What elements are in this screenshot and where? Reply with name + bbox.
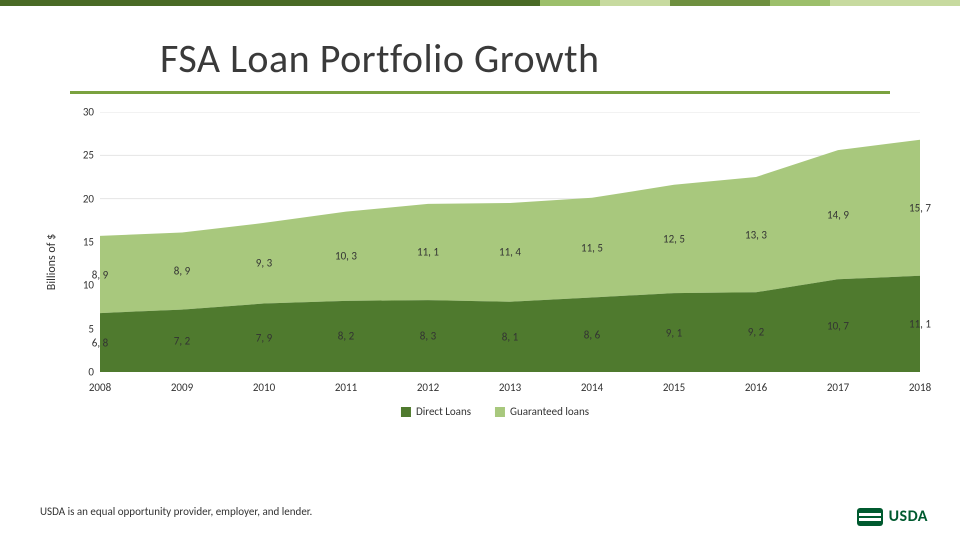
legend-swatch xyxy=(495,407,505,417)
legend-swatch xyxy=(401,407,411,417)
x-tick-label: 2018 xyxy=(909,381,931,394)
y-axis-label: Billions of $ xyxy=(45,234,59,290)
x-tick-label: 2014 xyxy=(581,381,603,394)
data-label-direct: 8, 2 xyxy=(338,330,354,343)
usda-logo: USDA xyxy=(857,507,928,526)
y-tick-label: 30 xyxy=(70,106,94,119)
legend-label: Direct Loans xyxy=(416,405,471,418)
data-label-guaranteed: 8, 9 xyxy=(92,268,108,281)
data-label-direct: 9, 1 xyxy=(666,326,682,339)
legend-item: Guaranteed loans xyxy=(495,405,589,418)
footer-disclaimer: USDA is an equal opportunity provider, e… xyxy=(40,505,312,518)
data-label-guaranteed: 8, 9 xyxy=(174,265,190,278)
data-label-guaranteed: 11, 1 xyxy=(417,245,439,258)
y-tick-label: 10 xyxy=(70,279,94,292)
data-label-direct: 8, 1 xyxy=(502,330,518,343)
x-tick-label: 2016 xyxy=(745,381,767,394)
y-tick-label: 15 xyxy=(70,236,94,249)
decor-segment xyxy=(600,0,670,6)
data-label-guaranteed: 14, 9 xyxy=(827,208,849,221)
y-tick-label: 25 xyxy=(70,149,94,162)
x-tick-label: 2008 xyxy=(89,381,111,394)
data-label-direct: 7, 2 xyxy=(174,334,190,347)
data-label-direct: 7, 9 xyxy=(256,331,272,344)
data-label-direct: 11, 1 xyxy=(909,317,931,330)
title-underline xyxy=(70,91,890,94)
legend-label: Guaranteed loans xyxy=(510,405,589,418)
x-tick-label: 2010 xyxy=(253,381,275,394)
page-title: FSA Loan Portfolio Growth xyxy=(160,34,960,83)
data-label-direct: 9, 2 xyxy=(748,326,764,339)
x-tick-label: 2012 xyxy=(417,381,439,394)
y-tick-label: 20 xyxy=(70,192,94,205)
y-tick-label: 5 xyxy=(70,322,94,335)
data-label-guaranteed: 12, 5 xyxy=(663,232,685,245)
data-label-direct: 10, 7 xyxy=(827,319,849,332)
usda-logo-text: USDA xyxy=(889,507,928,526)
data-label-guaranteed: 11, 5 xyxy=(581,241,603,254)
decor-segment xyxy=(670,0,770,6)
legend-item: Direct Loans xyxy=(401,405,471,418)
chart-legend: Direct Loans Guaranteed loans xyxy=(401,405,589,418)
data-label-guaranteed: 13, 3 xyxy=(745,228,767,241)
decor-segment xyxy=(770,0,830,6)
data-label-guaranteed: 9, 3 xyxy=(256,257,272,270)
data-label-guaranteed: 11, 4 xyxy=(499,246,521,259)
top-decor-bar xyxy=(0,0,960,6)
y-tick-label: 0 xyxy=(70,366,94,379)
data-label-direct: 8, 6 xyxy=(584,328,600,341)
x-tick-label: 2017 xyxy=(827,381,849,394)
decor-segment xyxy=(830,0,960,6)
data-label-direct: 8, 3 xyxy=(420,330,436,343)
decor-segment xyxy=(540,0,600,6)
data-label-guaranteed: 15, 7 xyxy=(909,201,931,214)
usda-logo-icon xyxy=(857,508,883,526)
x-tick-label: 2015 xyxy=(663,381,685,394)
data-label-guaranteed: 10, 3 xyxy=(335,250,357,263)
x-tick-label: 2013 xyxy=(499,381,521,394)
x-tick-label: 2011 xyxy=(335,381,357,394)
data-label-direct: 6, 8 xyxy=(92,336,108,349)
stacked-area-chart: Billions of $ Direct LoansGuaranteed loa… xyxy=(70,112,920,412)
x-tick-label: 2009 xyxy=(171,381,193,394)
